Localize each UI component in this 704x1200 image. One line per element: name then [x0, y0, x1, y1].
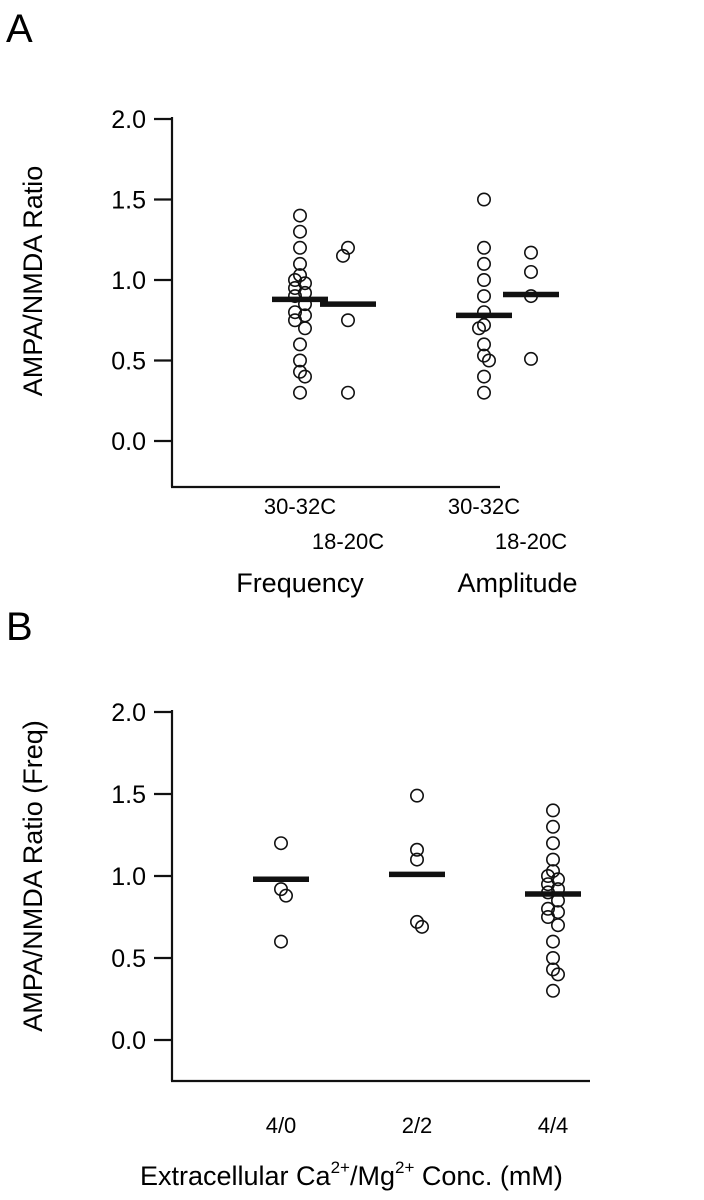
panel-a-point [287, 272, 302, 287]
panel-b-y-axis-label: AMPA/NMDA Ratio (Freq) [18, 720, 48, 1032]
panel-a-point [340, 385, 355, 400]
panel-a-y-axis-label: AMPA/NMDA Ratio [18, 166, 48, 397]
panel-a-point [287, 305, 302, 320]
panel-a-point [297, 369, 312, 384]
panel-a-category-label: 30-32C [448, 494, 520, 519]
panel-b-category-labels: 4/0 2/2 4/4 [266, 1113, 569, 1138]
panel-a-point [476, 192, 491, 207]
panel-a-category-label: 18-20C [312, 529, 384, 554]
panel-b-point [545, 950, 560, 965]
panel-a-point [292, 256, 307, 271]
panel-b-category-label: 4/4 [538, 1113, 569, 1138]
x-axis-label-sup1: 2+ [331, 1158, 350, 1177]
panel-a-point [476, 348, 491, 363]
panel-b-point [545, 819, 560, 834]
panel-a-point [297, 321, 312, 336]
panel-a-point [476, 240, 491, 255]
panel-a-y-tick-label: 2.0 [111, 106, 146, 134]
panel-a-y-tick-label: 1.5 [111, 187, 146, 215]
panel-b-point [273, 934, 288, 949]
panel-a-point [287, 289, 302, 304]
panel-b-point [414, 919, 429, 934]
panel-b-y-tick-label: 0.0 [111, 1027, 146, 1055]
panel-a-category-label: 30-32C [264, 494, 336, 519]
panel-a-point [476, 369, 491, 384]
panel-b-point [540, 909, 555, 924]
panel-b-point [545, 864, 560, 879]
panel-b-point [550, 918, 565, 933]
panel-a-point [340, 313, 355, 328]
panel-a-y-tick-label: 0.0 [111, 428, 146, 456]
panel-a-point [292, 353, 307, 368]
panel-b-point [545, 803, 560, 818]
panel-a-point [292, 208, 307, 223]
panel-b-point [545, 836, 560, 851]
panel-a-point [335, 248, 350, 263]
panel-b-y-ticks: 0.0 0.5 1.0 1.5 2.0 [111, 699, 172, 1055]
x-axis-label-mid: /Mg [350, 1161, 395, 1191]
panel-b-point [540, 868, 555, 883]
panel-a-point [292, 337, 307, 352]
panel-a-marks [272, 192, 559, 400]
panel-b-point [550, 967, 565, 982]
panel-b-point [540, 901, 555, 916]
panel-b-point [409, 788, 424, 803]
panel-a-point [292, 224, 307, 239]
panel-b-axes [170, 710, 590, 1083]
x-axis-label-sup2: 2+ [395, 1158, 414, 1177]
panel-a-axes [170, 117, 500, 489]
panel-a-point [476, 256, 491, 271]
panel-a-point [476, 289, 491, 304]
panel-a-y-tick-label: 0.5 [111, 348, 146, 376]
panel-b-point [273, 836, 288, 851]
panel-b-point [545, 934, 560, 949]
panel-a-y-ticks: 0.0 0.5 1.0 1.5 2.0 [111, 106, 172, 456]
panel-b-y-tick-label: 1.0 [111, 863, 146, 891]
panel-b-point [409, 914, 424, 929]
panel-a-label: A [6, 7, 33, 51]
panel-b-point [545, 852, 560, 867]
panel-a-group-label: Amplitude [457, 568, 577, 598]
panel-a-category-labels: 30-32C 18-20C Frequency 30-32C 18-20C Amplitu… [236, 494, 577, 598]
panel-a-point [292, 268, 307, 283]
panel-b-point [409, 842, 424, 857]
panel-a-point [523, 245, 538, 260]
panel-b: B AMPA/NMDA Ratio (Freq) 0.0 0.5 1.0 1.5 2.0… [6, 605, 590, 1191]
panel-a-point [481, 353, 496, 368]
panel-a-point [292, 240, 307, 255]
panel-b-marks [253, 788, 581, 998]
panel-b-category-label: 2/2 [402, 1113, 433, 1138]
panel-a-y-tick-label: 1.0 [111, 267, 146, 295]
panel-b-x-axis-label: Extracellular Ca2+/Mg2+ Conc. (mM) [140, 1158, 563, 1191]
panel-b-y-tick-label: 2.0 [111, 699, 146, 727]
panel-a-point [476, 385, 491, 400]
x-axis-label-post: Conc. (mM) [414, 1161, 563, 1191]
panel-a: A AMPA/NMDA Ratio 0.0 0.5 1.0 1.5 2.0 30-32C… [6, 7, 578, 598]
panel-a-point [523, 264, 538, 279]
panel-a-point [471, 321, 486, 336]
panel-b-point [545, 983, 560, 998]
panel-a-point [287, 313, 302, 328]
panel-b-y-tick-label: 1.5 [111, 781, 146, 809]
panel-b-label: B [6, 605, 33, 649]
panel-b-point [278, 888, 293, 903]
panel-a-point [340, 240, 355, 255]
panel-a-point [476, 272, 491, 287]
panel-a-point [523, 351, 538, 366]
panel-a-point [476, 337, 491, 352]
panel-a-point [292, 364, 307, 379]
panel-b-point [545, 962, 560, 977]
panel-b-category-label: 4/0 [266, 1113, 297, 1138]
panel-a-point [292, 385, 307, 400]
panel-a-category-label: 18-20C [495, 529, 567, 554]
x-axis-label-pre: Extracellular Ca [140, 1161, 332, 1191]
panel-b-point [409, 852, 424, 867]
panel-a-group-label: Frequency [236, 568, 364, 598]
panel-b-y-tick-label: 0.5 [111, 945, 146, 973]
